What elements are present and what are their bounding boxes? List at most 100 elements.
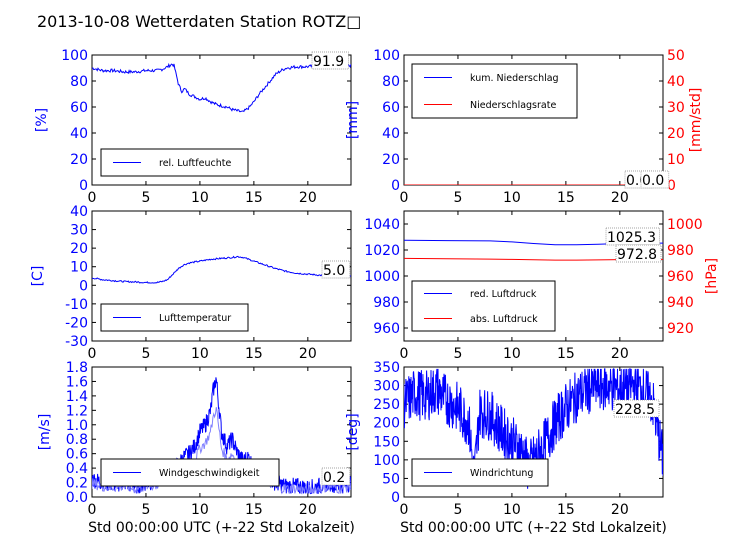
y-tick-label: 40 xyxy=(70,126,88,142)
y-tick-label: 0.2 xyxy=(66,476,88,492)
series-line-0 xyxy=(92,255,351,284)
y-axis-label: [%] xyxy=(34,108,50,132)
y-axis-label: [mm] xyxy=(345,101,361,139)
last-value: 91.9 xyxy=(313,54,344,70)
y-tick-label: -20 xyxy=(65,315,88,331)
x-axis-label: Std 00:00:00 UTC (+-22 Std Lokalzeit) xyxy=(88,520,355,536)
x-tick-label: 20 xyxy=(611,502,629,518)
y-tick-label: 980 xyxy=(373,295,400,311)
y-right-tick-label: 980 xyxy=(667,243,694,259)
series-line-0 xyxy=(404,367,663,489)
y-tick-label: 1040 xyxy=(364,217,400,233)
y-tick-label: 1020 xyxy=(364,243,400,259)
y-tick-label: 60 xyxy=(382,100,400,116)
x-tick-label: 20 xyxy=(299,502,317,518)
last-value-right-box xyxy=(615,244,662,263)
panel-wind-speed: 0 5 10 15 200.00.20.40.60.81.01.21.41.61.8[m… xyxy=(37,360,355,536)
legend-label-0: Windrichtung xyxy=(470,468,533,479)
y-tick-label: 1.6 xyxy=(66,374,88,390)
legend-label-1: Niederschlagsrate xyxy=(470,100,556,111)
panel-precipitation: 0 5 10 15 20 0 20 40 60 80 100 0 10 20 30 40 50 [mm] [mm/s… xyxy=(345,48,704,206)
last-value-right-box xyxy=(640,170,670,189)
y-tick-label: 1.4 xyxy=(66,389,88,405)
y-right-tick-label: 10 xyxy=(667,152,685,168)
last-value-box xyxy=(605,227,660,246)
panel-pressure: 0 5 10 15 20 960 980 1000 1020 1040 920 940 960 980 10… xyxy=(364,210,720,362)
x-tick-label: 10 xyxy=(503,502,521,518)
x-tick-label: 10 xyxy=(191,190,209,206)
y-tick-label: 20 xyxy=(70,241,88,257)
x-tick-label: 5 xyxy=(453,190,462,206)
y-tick-label: 250 xyxy=(373,397,400,413)
y-right-axis-label: [hPa] xyxy=(704,258,720,294)
y-tick-label: -30 xyxy=(65,334,88,350)
last-value: 0.2 xyxy=(323,470,345,486)
last-value-box xyxy=(613,399,660,418)
x-axis-label: Std 00:00:00 UTC (+-22 Std Lokalzeit) xyxy=(400,520,667,536)
y-right-tick-label: 30 xyxy=(667,100,685,116)
y-tick-label: 0.6 xyxy=(66,447,88,463)
y-tick-label: 0 xyxy=(79,178,88,194)
x-tick-label: 15 xyxy=(245,346,263,362)
x-tick-label: 10 xyxy=(503,190,521,206)
x-tick-label: 5 xyxy=(453,346,462,362)
y-right-tick-label: 0 xyxy=(667,178,676,194)
x-tick-label: 0 xyxy=(88,190,97,206)
x-tick-label: 15 xyxy=(245,190,263,206)
y-right-tick-label: 40 xyxy=(667,74,685,90)
y-tick-label: 40 xyxy=(382,126,400,142)
axes-frame xyxy=(403,366,664,498)
legend-label-0: Windgeschwindigkeit xyxy=(159,468,260,479)
y-right-tick-label: 20 xyxy=(667,126,685,142)
y-tick-label: 300 xyxy=(373,379,400,395)
y-tick-label: 0.0 xyxy=(66,490,88,506)
y-tick-label: 150 xyxy=(373,434,400,450)
y-tick-label: 30 xyxy=(70,223,88,239)
series-line-gust xyxy=(92,407,351,495)
panel-humidity: 0 5 10 15 20 0 20 40 60 80 100 [%] rel. Luftfeuchte 9… xyxy=(34,48,352,206)
x-tick-label: 10 xyxy=(191,502,209,518)
y-tick-label: 100 xyxy=(373,453,400,469)
legend-label-0: kum. Niederschlag xyxy=(470,73,559,84)
y-tick-label: 50 xyxy=(382,471,400,487)
x-tick-label: 0 xyxy=(88,502,97,518)
x-tick-label: 20 xyxy=(299,190,317,206)
figure-title: 2013-10-08 Wetterdaten Station ROTZ□ xyxy=(37,12,361,31)
y-right-axis-label: [mm/std] xyxy=(688,88,704,153)
y-right-tick-label: 50 xyxy=(667,48,685,64)
y-tick-label: 1.2 xyxy=(66,403,88,419)
x-tick-label: 5 xyxy=(141,190,150,206)
y-tick-label: 100 xyxy=(373,48,400,64)
y-right-tick-label: 920 xyxy=(667,321,694,337)
last-value: 228.5 xyxy=(615,402,655,418)
y-tick-label: 0.8 xyxy=(66,432,88,448)
y-tick-label: 40 xyxy=(70,204,88,220)
x-tick-label: 5 xyxy=(141,502,150,518)
x-tick-label: 5 xyxy=(141,346,150,362)
x-tick-label: 10 xyxy=(191,346,209,362)
last-value-box xyxy=(321,467,351,486)
y-right-tick-label: 940 xyxy=(667,295,694,311)
last-value-right: 972.8 xyxy=(617,247,657,263)
y-axis-label: [m/s] xyxy=(37,414,53,451)
y-tick-label: 200 xyxy=(373,416,400,432)
y-tick-label: 0.4 xyxy=(66,461,88,477)
legend: Windgeschwindigkeit xyxy=(100,458,280,487)
y-tick-label: 20 xyxy=(70,152,88,168)
y-tick-label: 0 xyxy=(391,490,400,506)
x-tick-label: 15 xyxy=(557,190,575,206)
legend-box xyxy=(411,63,578,119)
x-tick-label: 20 xyxy=(611,346,629,362)
legend: rel. Luftfeuchte xyxy=(100,148,249,177)
y-tick-label: 350 xyxy=(373,360,400,376)
last-value: 1025.3 xyxy=(607,230,656,246)
y-tick-label: 1.8 xyxy=(66,360,88,376)
y-tick-label: 0 xyxy=(391,178,400,194)
last-value-box xyxy=(321,260,351,279)
legend-label-0: rel. Luftfeuchte xyxy=(159,158,231,169)
x-tick-label: 10 xyxy=(503,346,521,362)
y-tick-label: 100 xyxy=(61,48,88,64)
y-right-tick-label: 960 xyxy=(667,269,694,285)
axes-frame xyxy=(91,54,352,186)
